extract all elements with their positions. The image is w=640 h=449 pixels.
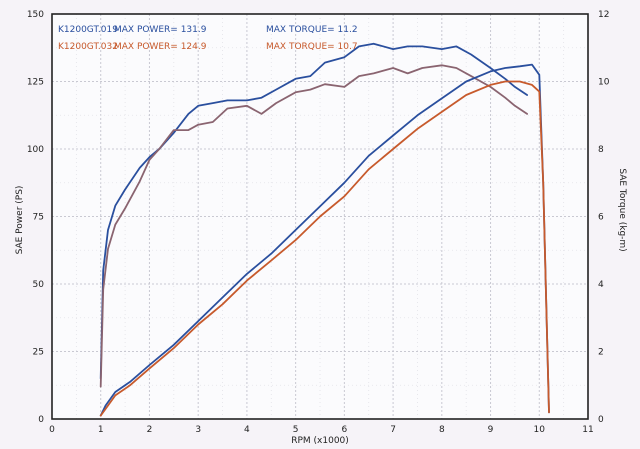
- x-axis-title: RPM (x1000): [291, 436, 349, 445]
- y-left-tick-label: 100: [27, 145, 44, 155]
- y-left-tick-label: 150: [27, 10, 44, 20]
- y-right-tick-label: 12: [598, 10, 609, 20]
- y-left-tick-label: 75: [33, 213, 44, 223]
- legend-torque-2: MAX TORQUE= 10.7: [266, 42, 358, 52]
- y-left-tick-label: 125: [27, 78, 44, 88]
- x-tick-label: 7: [390, 425, 396, 435]
- y-axis-right-title: SAE Torque (kg-m): [617, 168, 627, 251]
- series-layer: [99, 42, 550, 417]
- x-tick-label: 5: [293, 425, 299, 435]
- x-tick-label: 2: [147, 425, 153, 435]
- y-axis-left-title: SAE Power (PS): [15, 186, 25, 255]
- y-left-tick-label: 50: [33, 280, 45, 290]
- legend-run-1: K1200GT.019: [58, 25, 118, 35]
- legend-power-1: MAX POWER= 131.9: [114, 25, 207, 35]
- series-line-2: [99, 64, 528, 388]
- y-right-tick-label: 6: [598, 213, 604, 223]
- x-tick-label: 10: [534, 425, 546, 435]
- x-tick-label: 4: [244, 425, 250, 435]
- series-line-4: [99, 80, 550, 417]
- y-right-tick-label: 10: [598, 78, 610, 88]
- x-tick-label: 3: [195, 425, 201, 435]
- x-tick-label: 8: [439, 425, 445, 435]
- x-tick-label: 0: [49, 425, 55, 435]
- y-right-tick-label: 8: [598, 145, 604, 155]
- legend-run-2: K1200GT.032: [58, 42, 118, 52]
- y-right-tick-label: 2: [598, 348, 604, 358]
- plot-frame: [51, 13, 589, 420]
- x-tick-label: 11: [582, 425, 593, 435]
- series-line-1: [99, 42, 528, 380]
- series-line-3: [99, 63, 550, 417]
- x-tick-label: 6: [341, 425, 347, 435]
- y-left-tick-label: 0: [38, 415, 44, 425]
- legend-torque-1: MAX TORQUE= 11.2: [266, 25, 358, 35]
- y-left-tick-label: 25: [33, 348, 44, 358]
- y-right-tick-label: 0: [598, 415, 604, 425]
- x-tick-label: 1: [98, 425, 104, 435]
- x-tick-label: 9: [488, 425, 494, 435]
- y-right-tick-label: 4: [598, 280, 604, 290]
- legend-power-2: MAX POWER= 124.9: [114, 42, 207, 52]
- legend: K1200GT.019 MAX POWER= 131.9 MAX TORQUE=…: [58, 25, 358, 52]
